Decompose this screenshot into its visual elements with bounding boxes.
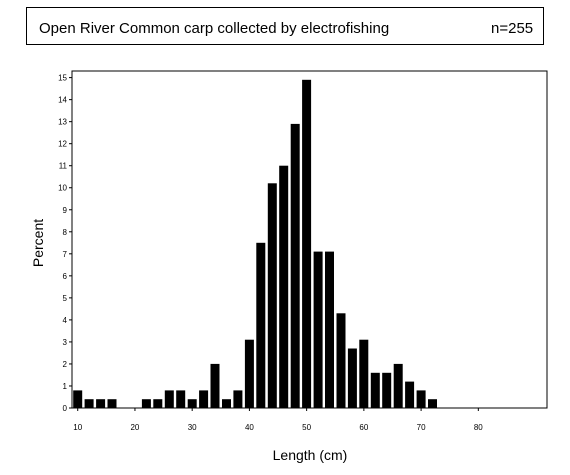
x-axis-title: Length (cm) — [273, 447, 348, 463]
y-tick-label: 2 — [63, 360, 68, 369]
y-tick-label: 5 — [63, 294, 68, 303]
histogram-bar — [370, 372, 380, 408]
x-tick-label: 20 — [130, 423, 139, 432]
y-tick-label: 4 — [63, 316, 68, 325]
y-tick-label: 11 — [59, 162, 68, 171]
histogram-bar — [393, 363, 403, 408]
x-tick-label: 40 — [245, 423, 254, 432]
histogram-bar — [405, 381, 415, 408]
x-tick-label: 60 — [359, 423, 368, 432]
histogram-bar — [256, 242, 266, 408]
histogram-bar — [382, 372, 392, 408]
histogram-bar — [73, 390, 83, 408]
histogram-bar — [428, 399, 437, 408]
x-axis-ticks: 10 20 30 40 50 60 70 80 — [73, 408, 483, 432]
histogram-bar — [210, 363, 220, 408]
y-axis-title: Percent — [30, 219, 46, 267]
histogram-bar — [267, 183, 277, 408]
x-tick-label: 70 — [417, 423, 426, 432]
y-tick-label: 14 — [58, 96, 67, 105]
histogram-bar — [347, 348, 357, 408]
histogram-bar — [176, 390, 186, 408]
x-tick-label: 80 — [474, 423, 483, 432]
histogram-bar — [359, 339, 369, 408]
histogram-bar — [325, 251, 334, 408]
y-tick-label: 13 — [58, 118, 67, 127]
histogram-bar — [222, 399, 231, 408]
histogram-bar — [279, 165, 289, 408]
histogram-bar — [107, 399, 117, 408]
y-tick-label: 15 — [58, 74, 67, 83]
histogram-bar — [244, 339, 254, 408]
y-tick-label: 6 — [63, 272, 68, 281]
chart-title: Open River Common carp collected by elec… — [39, 20, 390, 37]
y-tick-label: 12 — [58, 140, 67, 149]
chart-title-box: Open River Common carp collected by elec… — [26, 7, 544, 45]
y-tick-label: 8 — [63, 228, 68, 237]
histogram-bar — [336, 313, 346, 408]
y-tick-label: 10 — [58, 184, 67, 193]
histogram-bar — [290, 123, 300, 409]
y-tick-label: 1 — [63, 382, 68, 391]
histogram-bar — [199, 390, 209, 408]
histogram-bar — [141, 399, 151, 408]
y-tick-label: 0 — [63, 404, 68, 413]
histogram-bar — [84, 399, 94, 408]
histogram-bar — [164, 390, 174, 408]
histogram-bar — [187, 399, 197, 408]
bars-group — [73, 79, 437, 409]
x-tick-label: 50 — [302, 423, 311, 432]
y-tick-label: 7 — [63, 250, 68, 259]
x-tick-label: 10 — [73, 423, 82, 432]
histogram-bar — [302, 79, 312, 409]
sample-size-annotation: n=255 — [491, 20, 534, 37]
y-tick-label: 9 — [63, 206, 68, 215]
x-tick-label: 30 — [188, 423, 197, 432]
histogram-bar — [153, 399, 163, 408]
histogram-bar — [313, 251, 323, 408]
histogram-bar — [96, 399, 106, 408]
histogram-bar — [233, 390, 243, 408]
y-tick-label: 3 — [63, 338, 68, 347]
histogram-bar — [416, 390, 426, 408]
